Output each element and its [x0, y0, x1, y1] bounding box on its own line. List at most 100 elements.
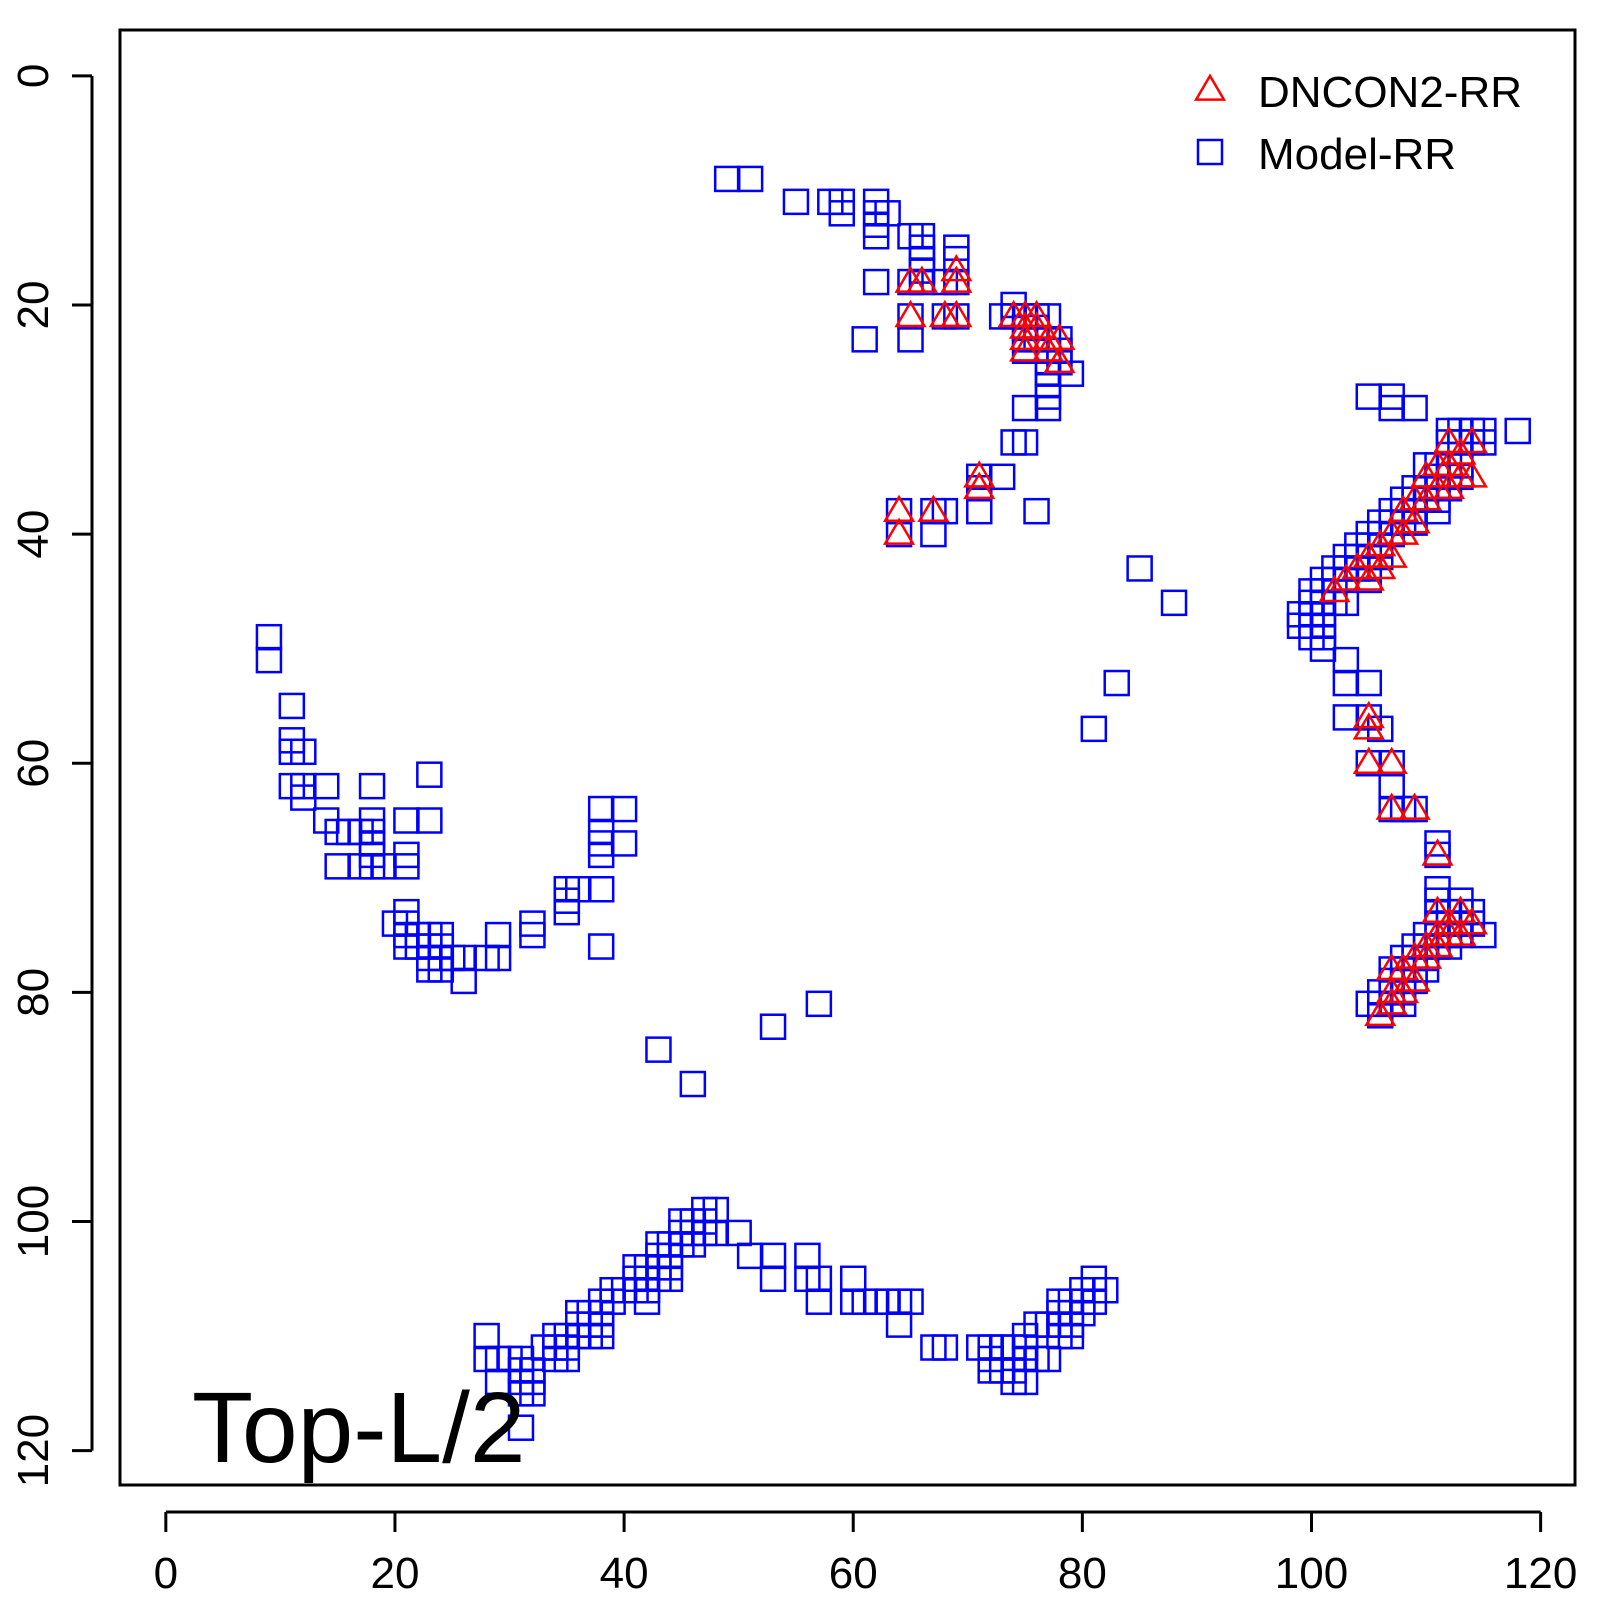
- dncon2-rr-point: [1008, 322, 1042, 351]
- dncon2-rr-point: [1375, 987, 1408, 1015]
- model-rr-point: [393, 853, 420, 880]
- y-tick-label: 100: [9, 1185, 58, 1258]
- dncon2-rr-point: [1043, 345, 1076, 374]
- model-rr-point: [897, 326, 924, 353]
- legend-square-marker: [1196, 138, 1224, 166]
- model-rr-point: [1355, 669, 1383, 697]
- dncon2-rr-point: [1387, 975, 1420, 1004]
- dncon2-rr-point: [1421, 929, 1454, 958]
- model-rr-point: [1504, 417, 1531, 445]
- model-rr-point: [782, 188, 810, 216]
- model-rr-point: [736, 1242, 764, 1270]
- model-rr-point: [1023, 497, 1050, 525]
- model-rr-point: [656, 1265, 684, 1293]
- dncon2-rr-point: [1455, 425, 1488, 454]
- x-tick-label: 0: [154, 1549, 178, 1598]
- model-rr-point: [1332, 646, 1360, 674]
- model-rr-point: [416, 761, 443, 788]
- model-rr-point: [679, 1070, 707, 1098]
- legend-triangle-marker: [1193, 73, 1227, 101]
- dncon2-rr-point: [963, 460, 996, 488]
- x-tick-label: 20: [370, 1549, 419, 1598]
- dncon2-rr-point: [1409, 483, 1443, 511]
- x-tick-label: 80: [1058, 1549, 1107, 1598]
- model-rr-point: [759, 1242, 787, 1270]
- y-tick-label: 40: [9, 510, 58, 559]
- dncon2-rr-point: [963, 471, 996, 500]
- dncon2-rr-point: [1398, 964, 1431, 992]
- model-rr-point: [1103, 669, 1130, 697]
- dncon2-rr-point: [1020, 311, 1053, 339]
- dncon2-rr-point: [1008, 334, 1042, 362]
- model-rr-point: [255, 646, 283, 674]
- dncon2-rr-point: [882, 517, 916, 545]
- model-rr-point: [931, 1334, 959, 1361]
- model-rr-point: [1092, 1276, 1119, 1304]
- model-rr-point: [473, 1322, 500, 1350]
- x-tick-label: 100: [1275, 1549, 1348, 1598]
- dncon2-rr-point: [917, 494, 950, 523]
- dncon2-rr-point: [1031, 334, 1065, 362]
- dncon2-rr-point: [894, 299, 927, 328]
- model-rr-point: [553, 898, 581, 926]
- dncon2-rr-point: [1432, 471, 1466, 500]
- dncon2-rr-point: [1409, 941, 1443, 969]
- model-rr-point: [1160, 589, 1188, 617]
- model-rr-point: [1080, 715, 1108, 743]
- model-rr-point: [587, 795, 615, 823]
- dncon2-rr-point: [882, 494, 916, 523]
- model-rr-point: [1401, 394, 1428, 422]
- model-rr-point: [862, 268, 890, 296]
- legend-label: DNCON2-RR: [1258, 68, 1522, 117]
- y-tick-label: 80: [9, 968, 58, 1017]
- dncon2-rr-point: [1421, 838, 1454, 866]
- x-tick-label: 40: [600, 1549, 649, 1598]
- model-rr-point: [312, 772, 340, 800]
- dncon2-rr-point: [940, 265, 973, 293]
- dncon2-rr-point: [1352, 700, 1385, 729]
- legend-label: Model-RR: [1258, 130, 1456, 179]
- model-rr-point: [587, 1322, 615, 1350]
- dncon2-rr-point: [1455, 460, 1488, 488]
- model-rr-point: [1366, 715, 1394, 743]
- model-rr-point: [450, 967, 477, 995]
- model-rr-point: [255, 623, 283, 651]
- model-rr-point: [1011, 429, 1039, 456]
- model-rr-point: [519, 1380, 546, 1407]
- dncon2-rr-point: [1364, 998, 1397, 1027]
- dncon2-rr-point: [1398, 506, 1431, 534]
- model-rr-point: [862, 222, 890, 250]
- dncon2-rr-point: [1352, 563, 1385, 591]
- axes: 0 20 40 60 80 100 120 0 20 40 60 80 100 120: [9, 64, 1577, 1598]
- dncon2-rr-point: [1341, 551, 1374, 580]
- model-rr-point: [1011, 394, 1039, 422]
- dncon2-rr-point: [905, 265, 939, 293]
- model-rr-point: [1332, 669, 1360, 697]
- model-rr-point: [713, 165, 741, 193]
- model-rr-point: [920, 520, 947, 548]
- dncon2-rr-point: [1352, 712, 1385, 740]
- model-rr-point: [484, 921, 512, 949]
- plot-frame: [118, 28, 1577, 1487]
- model-rr-point: [759, 1013, 787, 1040]
- model-rr-point: [278, 692, 306, 720]
- dncon2-rr-point: [940, 253, 973, 282]
- dncon2-rr-point: [1444, 918, 1477, 946]
- dncon2-rr-point: [940, 299, 973, 328]
- legend: DNCON2-RR Model-RR: [1193, 68, 1522, 179]
- model-rr-point: [1470, 921, 1497, 949]
- dncon2-rr-point: [1329, 563, 1362, 591]
- dncon2-rr-point: [1318, 574, 1351, 603]
- model-rr-point: [851, 326, 878, 353]
- model-rr-point: [805, 990, 833, 1018]
- y-tick-label: 0: [9, 64, 58, 88]
- model-rr-point: [828, 200, 856, 227]
- x-tick-label: 60: [829, 1549, 878, 1598]
- model-rr-point: [393, 807, 420, 834]
- dncon2-rr-point: [1375, 746, 1408, 775]
- model-rr-point: [610, 795, 638, 823]
- x-tick-label: 120: [1504, 1549, 1577, 1598]
- dncon2-rr-point: [1398, 792, 1431, 820]
- model-rr-point: [1470, 429, 1497, 456]
